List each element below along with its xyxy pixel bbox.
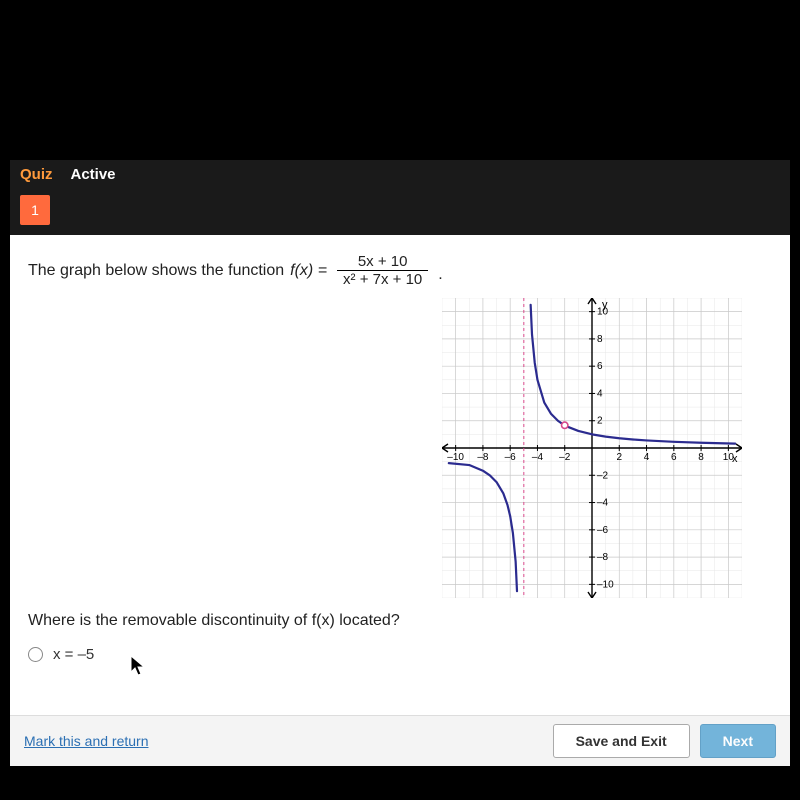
question-panel: The graph below shows the function f(x) … (10, 235, 790, 715)
svg-text:x: x (732, 453, 738, 465)
function-fraction: 5x + 10 x² + 7x + 10 (337, 253, 428, 288)
function-graph: –10–8–6–4–2246810–10–8–6–4–2246810yx (442, 298, 742, 598)
svg-text:–6: –6 (505, 452, 517, 463)
fraction-numerator: 5x + 10 (352, 253, 414, 270)
svg-text:–4: –4 (532, 452, 544, 463)
function-label: f(x) = (290, 262, 327, 280)
svg-text:2: 2 (597, 416, 603, 427)
tab-bar: Quiz Active (10, 160, 790, 189)
tab-active[interactable]: Active (71, 166, 116, 183)
svg-text:6: 6 (597, 361, 603, 372)
tab-quiz[interactable]: Quiz (20, 166, 53, 183)
next-button[interactable]: Next (700, 724, 776, 758)
save-and-exit-button[interactable]: Save and Exit (553, 724, 690, 758)
quiz-window: Quiz Active 1 The graph below shows the … (10, 160, 790, 790)
footer-bar: Mark this and return Save and Exit Next (10, 715, 790, 766)
mark-and-return-link[interactable]: Mark this and return (24, 733, 149, 749)
svg-text:4: 4 (644, 452, 650, 463)
svg-text:4: 4 (597, 388, 603, 399)
stem-prefix: The graph below shows the function (28, 262, 284, 280)
svg-text:–6: –6 (597, 525, 609, 536)
footer-buttons: Save and Exit Next (553, 724, 776, 758)
question-number-badge[interactable]: 1 (20, 195, 50, 225)
svg-text:2: 2 (616, 452, 622, 463)
stem-period: . (438, 266, 442, 284)
question-text: Where is the removable discontinuity of … (28, 612, 772, 630)
svg-text:–2: –2 (559, 452, 571, 463)
chart-container: –10–8–6–4–2246810–10–8–6–4–2246810yx (28, 298, 772, 598)
svg-text:–8: –8 (477, 452, 489, 463)
svg-text:–4: –4 (597, 498, 609, 509)
svg-text:y: y (602, 299, 608, 311)
svg-text:8: 8 (698, 452, 704, 463)
answer-a-label: x = –5 (53, 646, 94, 663)
svg-text:–10: –10 (597, 579, 614, 590)
radio-icon[interactable] (28, 647, 43, 662)
svg-text:8: 8 (597, 334, 603, 345)
question-number-row: 1 (10, 189, 790, 235)
svg-text:–8: –8 (597, 552, 609, 563)
svg-text:6: 6 (671, 452, 677, 463)
svg-text:–10: –10 (447, 452, 464, 463)
question-stem: The graph below shows the function f(x) … (28, 253, 772, 288)
svg-text:–2: –2 (597, 470, 609, 481)
fraction-denominator: x² + 7x + 10 (337, 271, 428, 288)
